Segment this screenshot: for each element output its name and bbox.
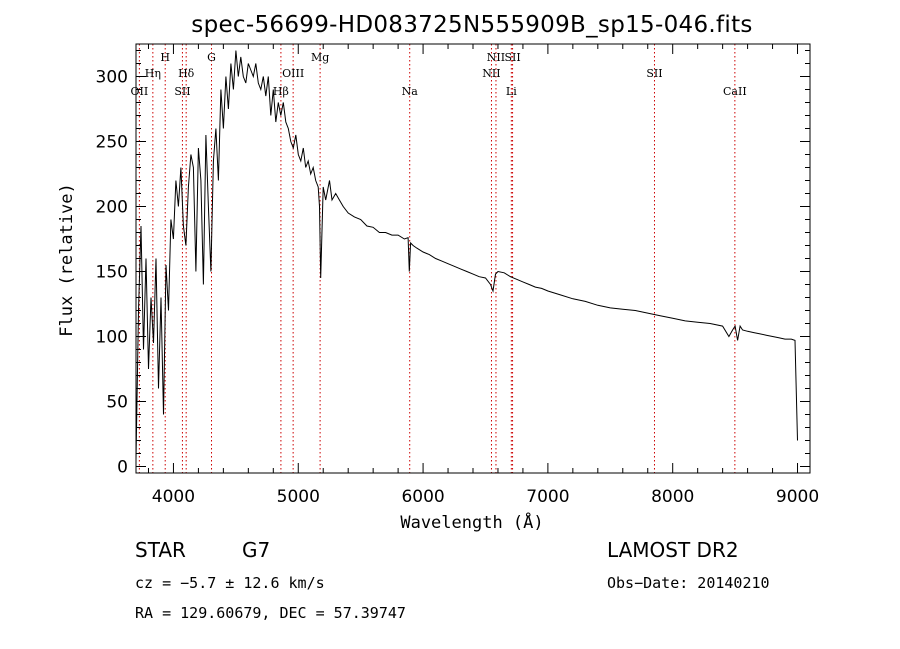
x-tick-label: 5000 [277, 487, 320, 507]
y-tick-label: 0 [117, 458, 128, 478]
spectrum-series [135, 50, 798, 461]
x-axis-label: Wavelength (Å) [400, 511, 543, 533]
spectral-line-label: Mg [311, 51, 329, 64]
y-tick-label: 50 [106, 393, 128, 413]
spectral-line-label: Hβ [273, 85, 289, 98]
spectral-line-markers [138, 44, 736, 473]
spectrum-line [135, 50, 798, 461]
redshift-velocity: cz = −5.7 ± 12.6 km/s [135, 574, 325, 592]
x-tick-label: 7000 [526, 487, 569, 507]
spectral-line-label: Na [402, 85, 419, 98]
y-axis-label: Flux (relative) [57, 183, 77, 337]
spectral-line-label: G [207, 51, 216, 64]
x-tick-label: 4000 [152, 487, 195, 507]
x-tick-label: 8000 [651, 487, 694, 507]
plot-frame [135, 43, 811, 474]
spectral-line-label: OII [131, 85, 149, 98]
x-axis: 4000 5000 6000 7000 8000 9000 [147, 44, 819, 507]
spectral-line-label: NII [482, 67, 500, 80]
x-tick-label: 6000 [401, 487, 444, 507]
y-tick-label: 250 [96, 133, 128, 153]
y-tick-label: 200 [96, 198, 128, 218]
object-subclass: G7 [242, 538, 270, 562]
y-axis: 0 50 100 150 200 250 300 [96, 50, 810, 478]
spectral-line-label: NII [487, 51, 505, 64]
ra-dec-coordinates: RA = 129.60679, DEC = 57.39747 [135, 604, 406, 622]
spectral-line-label: SII [646, 67, 662, 80]
spectral-line-label: Hη [145, 67, 161, 80]
spectral-line-label: SII [504, 51, 520, 64]
object-type: STAR [135, 538, 186, 562]
spectral-line-label: OIII [282, 67, 304, 80]
spectral-line-label: CaII [723, 85, 747, 98]
chart-title: spec-56699-HD083725N555909B_sp15-046.fit… [191, 12, 752, 38]
y-tick-label: 150 [96, 263, 128, 283]
x-tick-label: 9000 [776, 487, 819, 507]
spectral-line-label: SII [174, 85, 190, 98]
y-tick-label: 300 [96, 68, 128, 88]
spectral-line-label: Li [506, 85, 517, 98]
observation-date: Obs−Date: 20140210 [607, 574, 770, 592]
spectral-line-label: Hδ [178, 67, 195, 80]
spectral-line-label: H [160, 51, 170, 64]
survey-name: LAMOST DR2 [607, 538, 739, 562]
y-tick-label: 100 [96, 328, 128, 348]
